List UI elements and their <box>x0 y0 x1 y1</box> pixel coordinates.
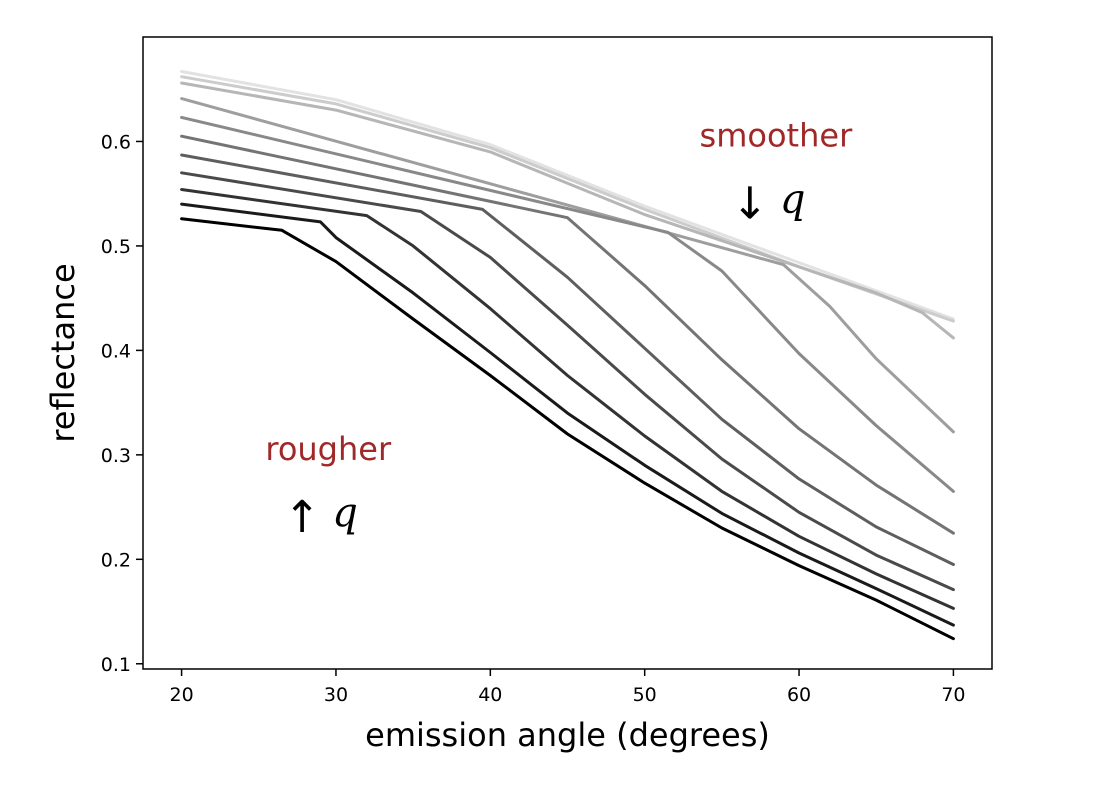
x-tick-label: 30 <box>324 684 348 706</box>
y-tick-label: 0.1 <box>101 654 131 676</box>
x-tick-label: 50 <box>633 684 657 706</box>
series-line-5 <box>180 153 955 566</box>
series-line-2 <box>180 202 955 627</box>
annotation-rougher-text: rougher <box>265 430 392 468</box>
plot-frame <box>142 36 993 670</box>
series-line-6 <box>180 134 955 535</box>
annotation-smoother-text: smoother <box>700 117 854 155</box>
x-tick-label: 70 <box>941 684 965 706</box>
annotation-smoother: smoother ↓ q <box>700 117 854 230</box>
series-line-4 <box>180 171 955 592</box>
y-tick-label: 0.4 <box>101 340 131 362</box>
x-tick-label: 40 <box>478 684 502 706</box>
y-axis-label: reflectance <box>44 263 82 442</box>
series-line-11 <box>180 70 955 321</box>
series-line-7 <box>180 115 955 493</box>
y-tick-label: 0.6 <box>101 131 131 153</box>
up-arrow-icon: ↑ <box>284 492 321 543</box>
annotation-rougher-symbol: q <box>332 490 358 536</box>
y-tick-label: 0.5 <box>101 236 131 258</box>
annotation-smoother-symbol: q <box>780 177 806 223</box>
y-tick-label: 0.2 <box>101 549 131 571</box>
series-line-8 <box>180 97 955 434</box>
series-layer <box>180 70 955 641</box>
down-arrow-icon: ↓ <box>731 179 768 230</box>
y-axis-ticks: 0.1 0.2 0.3 0.4 0.5 0.6 <box>101 131 143 676</box>
x-tick-label: 20 <box>169 684 193 706</box>
series-line-1 <box>180 217 955 641</box>
series-line-3 <box>180 188 955 610</box>
series-line-9 <box>180 81 955 340</box>
series-line-10 <box>180 75 955 323</box>
x-tick-label: 60 <box>787 684 811 706</box>
annotation-rougher: rougher ↑ q <box>265 430 392 543</box>
x-axis-ticks: 20 30 40 50 60 70 <box>169 669 966 706</box>
y-tick-label: 0.3 <box>101 445 131 467</box>
x-axis-label: emission angle (degrees) <box>365 716 770 754</box>
